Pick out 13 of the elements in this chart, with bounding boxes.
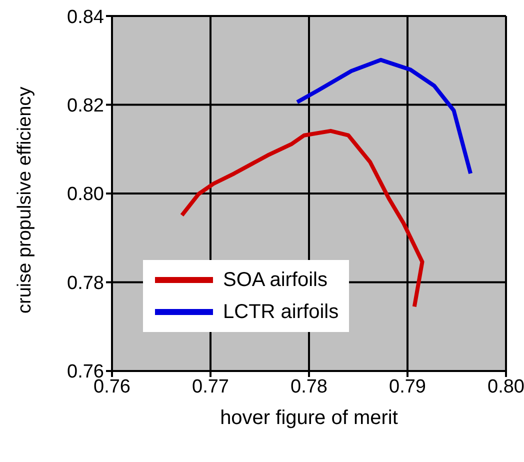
y-tick-label: 0.78 [67, 272, 104, 294]
x-tick-label: 0.78 [290, 376, 328, 398]
line-series [295, 58, 473, 176]
y-tick-label: 0.80 [67, 184, 104, 206]
x-tick-label: 0.79 [389, 376, 426, 398]
y-axis-title: cruise propulsive efficiency [14, 86, 36, 314]
y-tick-label: 0.84 [67, 6, 104, 28]
y-tick-label: 0.82 [67, 95, 104, 116]
legend-label: SOA airfoils [223, 268, 328, 292]
x-tick-label: 0.77 [192, 376, 229, 398]
x-tick-label: 0.80 [488, 376, 524, 398]
legend-label: LCTR airfoils [223, 300, 339, 324]
x-axis-title: hover figure of merit [220, 407, 398, 429]
